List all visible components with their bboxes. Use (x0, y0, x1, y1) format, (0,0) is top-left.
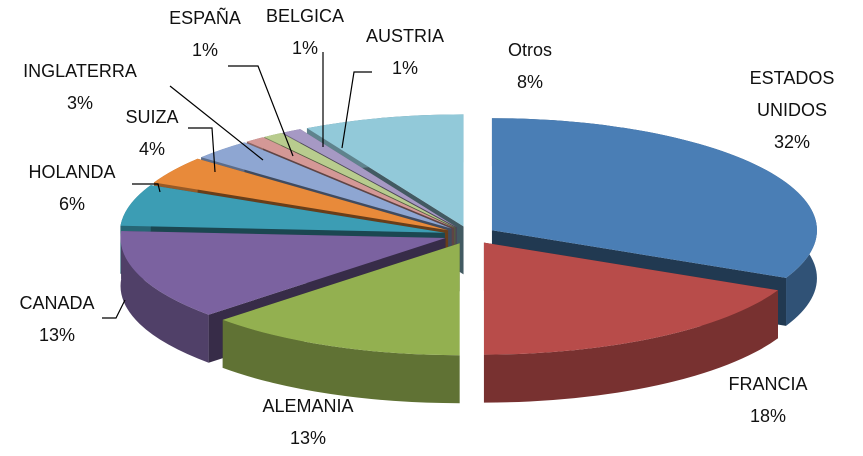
value-label: 8% (516, 72, 543, 92)
slice-label: BELGICA 1% (235, 0, 375, 64)
category-label: HOLANDA (28, 162, 116, 182)
category-label: BELGICA (265, 6, 345, 26)
slice-label: ESPAÑA 1% (135, 2, 275, 66)
slice-label: FRANCIA 18% (698, 368, 838, 432)
slice (153, 158, 449, 231)
category-label: ESPAÑA (169, 8, 241, 28)
slice (306, 114, 464, 227)
slice (201, 142, 452, 229)
value-label: 1% (291, 38, 318, 58)
value-label: 4% (138, 139, 165, 159)
slice-label: AUSTRIA 1% (335, 20, 475, 84)
slice-wall (483, 290, 779, 403)
slice (282, 129, 457, 228)
category-label: ALEMANIA (262, 396, 354, 416)
category-label: ESTADOS UNIDOS (749, 68, 835, 120)
category-label: INGLATERRA (23, 61, 137, 81)
slice-label: Otros 8% (460, 34, 600, 98)
category-label: AUSTRIA (365, 26, 444, 46)
slice-label: INGLATERRA 3% (10, 55, 150, 119)
leader-line (188, 127, 216, 173)
leader-line (102, 299, 126, 319)
leader-line (228, 65, 294, 157)
slice (483, 242, 779, 355)
slice-label: ESTADOS UNIDOS 32% (742, 62, 842, 158)
value-label: 6% (58, 194, 85, 214)
slice (246, 137, 455, 228)
slice-label: SUIZA 4% (82, 101, 222, 165)
leader-line (341, 71, 372, 149)
slice-label: HOLANDA 6% (2, 156, 142, 220)
category-label: FRANCIA (728, 374, 808, 394)
category-label: CANADA (19, 293, 95, 313)
slice (222, 243, 460, 356)
slice-label: CANADA 13% (0, 287, 127, 351)
value-label: 32% (773, 132, 811, 152)
slice-wall (120, 231, 209, 363)
value-label: 1% (391, 58, 418, 78)
slice (491, 118, 817, 278)
value-label: 3% (66, 93, 93, 113)
value-label: 13% (289, 428, 327, 448)
value-label: 1% (191, 40, 218, 60)
category-label: SUIZA (125, 107, 179, 127)
slice-label: ALEMANIA 13% (238, 390, 378, 454)
value-label: 18% (749, 406, 787, 426)
slice-wall (222, 319, 460, 404)
value-label: 13% (38, 325, 76, 345)
slice (120, 185, 445, 233)
category-label: Otros (507, 40, 552, 60)
slice (120, 231, 446, 315)
leader-line (132, 183, 161, 193)
leader-line (169, 85, 264, 161)
slice (264, 133, 456, 228)
